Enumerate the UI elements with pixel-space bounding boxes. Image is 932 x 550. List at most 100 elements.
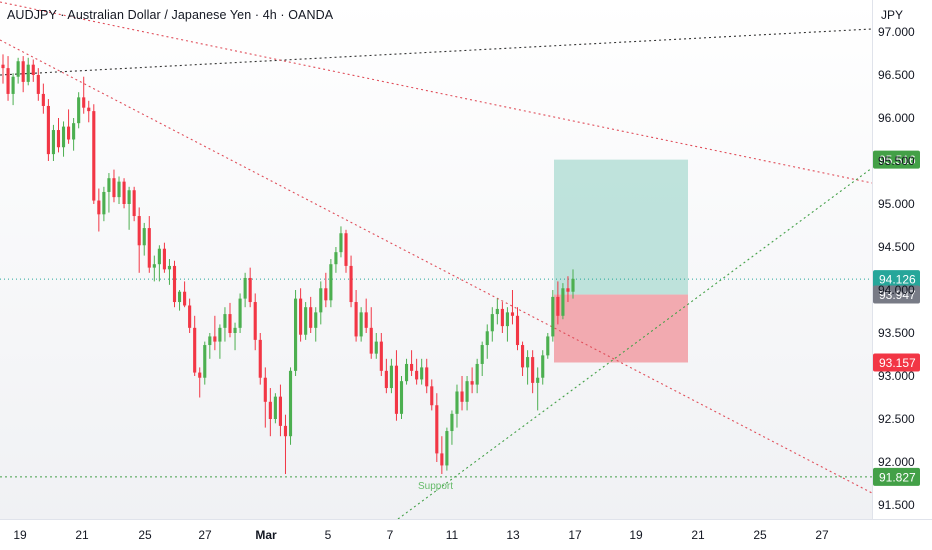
candle-body[interactable] (349, 265, 353, 303)
candle-body[interactable] (420, 367, 424, 380)
candle-body[interactable] (334, 252, 338, 265)
symbol-header[interactable]: AUDJPY · Australian Dollar / Japanese Ye… (7, 8, 334, 22)
candle-body[interactable] (344, 233, 348, 266)
candle-body[interactable] (36, 75, 40, 94)
candle-body[interactable] (384, 370, 388, 389)
candle-body[interactable] (394, 365, 399, 414)
candle-body[interactable] (435, 405, 439, 454)
candle-body[interactable] (142, 228, 146, 246)
candle-body[interactable] (294, 298, 298, 371)
candle-body[interactable] (56, 130, 61, 148)
candle-body[interactable] (157, 248, 161, 265)
candle-body[interactable] (218, 327, 222, 342)
candle-body[interactable] (485, 331, 489, 346)
candle-body[interactable] (193, 327, 197, 373)
candle-body[interactable] (46, 105, 50, 155)
candle-body[interactable] (1, 64, 5, 69)
candle-body[interactable] (152, 264, 156, 268)
candle-body[interactable] (238, 298, 242, 328)
descending-trendline-lower[interactable] (0, 39, 873, 494)
candle-body[interactable] (480, 345, 484, 364)
candle-body[interactable] (258, 339, 262, 378)
candle-body[interactable] (26, 64, 30, 82)
candle-body[interactable] (319, 288, 323, 313)
candle-body[interactable] (82, 97, 86, 108)
entry-price-tag[interactable] (873, 285, 920, 304)
support-price-tag[interactable] (873, 467, 920, 486)
ascending-trendline[interactable] (397, 167, 873, 520)
candle-body[interactable] (536, 377, 540, 383)
loss-zone[interactable] (554, 294, 688, 363)
candle-body[interactable] (203, 345, 207, 378)
candle-body[interactable] (299, 298, 303, 335)
candle-body[interactable] (183, 291, 187, 306)
candle-body[interactable] (92, 111, 96, 201)
candle-body[interactable] (571, 278, 575, 292)
candle-body[interactable] (213, 336, 217, 342)
resistance-trendline-top[interactable] (0, 28, 873, 76)
candle-body[interactable] (112, 178, 116, 198)
candle-body[interactable] (566, 288, 570, 292)
candle-body[interactable] (556, 296, 560, 316)
candle-body[interactable] (415, 370, 419, 380)
candle-body[interactable] (21, 61, 25, 82)
candle-body[interactable] (339, 233, 343, 253)
candle-body[interactable] (309, 307, 313, 328)
candle-body[interactable] (425, 367, 429, 387)
candle-body[interactable] (31, 64, 35, 75)
candle-body[interactable] (470, 381, 474, 385)
candle-body[interactable] (278, 396, 282, 426)
candle-body[interactable] (288, 370, 293, 437)
candle-body[interactable] (107, 178, 111, 192)
candle-body[interactable] (515, 315, 520, 346)
candle-body[interactable] (389, 365, 393, 389)
candle-body[interactable] (460, 391, 464, 402)
candle-body[interactable] (430, 386, 434, 406)
candle-body[interactable] (6, 68, 10, 94)
candle-body[interactable] (440, 453, 444, 466)
candle-body[interactable] (167, 265, 172, 270)
candle-body[interactable] (364, 312, 368, 328)
candle-body[interactable] (354, 302, 358, 337)
candle-body[interactable] (61, 126, 66, 148)
stop-loss-price-tag[interactable] (873, 353, 920, 372)
candle-body[interactable] (273, 396, 277, 419)
candle-body[interactable] (551, 296, 555, 337)
candle-body[interactable] (404, 363, 409, 382)
candle-body[interactable] (450, 413, 454, 432)
candle-body[interactable] (465, 381, 469, 402)
candle-body[interactable] (490, 314, 494, 332)
candle-body[interactable] (198, 372, 202, 378)
candle-body[interactable] (445, 431, 449, 466)
candle-body[interactable] (253, 302, 257, 340)
candle-body[interactable] (51, 130, 56, 155)
candle-body[interactable] (526, 357, 530, 368)
candle-body[interactable] (11, 76, 15, 94)
candle-body[interactable] (87, 107, 91, 112)
candle-body[interactable] (177, 291, 182, 303)
candle-body[interactable] (314, 312, 318, 328)
candle-body[interactable] (172, 265, 177, 303)
candle-body[interactable] (228, 314, 232, 333)
candle-body[interactable] (137, 216, 141, 246)
candle-body[interactable] (399, 381, 404, 414)
currency-label[interactable]: JPY (880, 8, 903, 22)
candle-body[interactable] (208, 336, 212, 346)
candle-body[interactable] (369, 327, 373, 354)
candle-body[interactable] (147, 228, 151, 268)
candle-body[interactable] (379, 341, 383, 371)
candle-body[interactable] (233, 327, 237, 333)
candle-body[interactable] (117, 181, 121, 198)
take-profit-price-tag[interactable] (873, 150, 920, 169)
candle-body[interactable] (132, 190, 136, 217)
candle-body[interactable] (16, 61, 20, 77)
candle-body[interactable] (520, 345, 525, 368)
candle-body[interactable] (97, 200, 101, 215)
candle-body[interactable] (248, 277, 252, 303)
candle-body[interactable] (324, 288, 328, 301)
candle-body[interactable] (188, 305, 192, 328)
candle-body[interactable] (541, 355, 545, 378)
candle-body[interactable] (263, 377, 267, 402)
candle-body[interactable] (67, 126, 71, 140)
